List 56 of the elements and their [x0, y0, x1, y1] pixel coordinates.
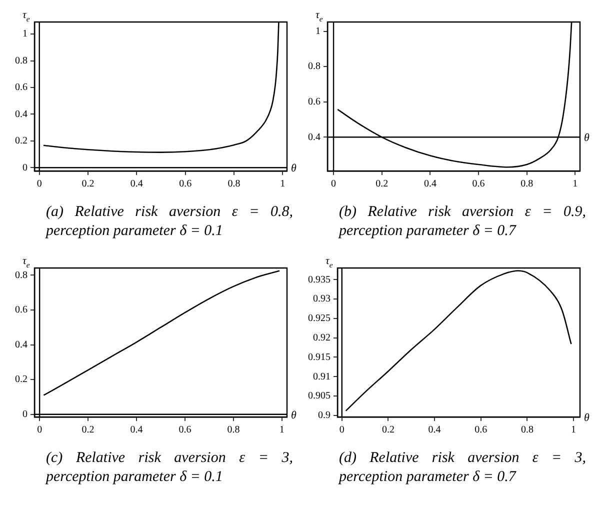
x-tick-label: 1	[279, 424, 284, 436]
x-tick-label: 0.2	[82, 424, 94, 436]
y-tick-label: 0	[22, 409, 28, 420]
x-tick-label: 0	[37, 424, 42, 436]
x-tick-label: 0.4	[424, 178, 436, 190]
y-tick-label: 0.93	[313, 294, 330, 305]
y-tick-label: 0.2	[15, 136, 28, 147]
x-axis-title: θ	[291, 409, 297, 422]
y-tick-label: 0.8	[308, 61, 320, 72]
x-tick-label: 0.8	[520, 424, 534, 436]
x-tick-label: 1	[280, 178, 286, 190]
text: (d) Relative risk aversion ε = 3, perception parameter δ = 0.7	[337, 449, 587, 487]
y-tick-label: 0.8	[15, 55, 28, 66]
x-axis-title: θ	[584, 412, 590, 424]
y-tick-label: 1	[316, 26, 320, 37]
line-series	[345, 270, 572, 412]
x-tick-label: 0.8	[227, 424, 240, 436]
y-tick-label: 0.8	[15, 270, 28, 281]
x-tick-label: 0.4	[130, 424, 143, 436]
x-tick-label: 0.8	[520, 178, 534, 190]
y-tick-label: 0.92	[313, 332, 330, 344]
y-tick-label: 1	[22, 28, 28, 40]
x-tick-label: 1	[572, 178, 578, 190]
y-tick-label: 0.4	[308, 132, 320, 143]
x-axis-title: θ	[291, 162, 297, 175]
x-tick-label: 0.4	[130, 178, 143, 190]
y-tick-label: 0.6	[15, 304, 28, 316]
y-tick-label: 0.915	[308, 352, 330, 363]
y-tick-label: 0.4	[15, 339, 28, 350]
y-tick-label: 0.91	[313, 371, 330, 382]
text: (c) Relative risk aversion ε = 3, perception parameter δ = 0.1	[44, 449, 294, 487]
y-tick-label: 0.935	[308, 274, 330, 286]
x-tick-label: 0.6	[178, 424, 192, 436]
text: (b) Relative risk aversion ε = 0.9, perception parameter δ = 0.7	[337, 203, 587, 241]
y-tick-label: 0.905	[308, 390, 330, 402]
x-tick-label: 0	[339, 424, 344, 436]
x-tick-label: 0.6	[179, 178, 192, 190]
x-tick-label: 0.2	[82, 178, 94, 190]
x-tick-label: 0.8	[228, 178, 240, 190]
x-tick-label: 1	[571, 424, 576, 436]
x-tick-label: 0	[36, 178, 42, 190]
x-tick-label: 0.4	[428, 424, 441, 436]
y-tick-label: 0.4	[15, 108, 28, 120]
x-tick-label: 0.6	[472, 178, 485, 190]
y-tick-label: 0.925	[308, 313, 330, 324]
x-tick-label: 0.2	[382, 424, 394, 436]
x-axis-title: θ	[584, 132, 590, 144]
y-tick-label: 0.6	[15, 82, 28, 94]
y-tick-label: 0.2	[15, 374, 28, 386]
y-tick-label: 0.9	[318, 410, 330, 422]
x-tick-label: 0.6	[474, 424, 488, 436]
x-tick-label: 0.2	[376, 178, 388, 190]
y-tick-label: 0	[22, 162, 28, 174]
line-series	[43, 270, 280, 396]
text: (a) Relative risk aversion ε = 0.8, perception parameter δ = 0.1	[44, 203, 294, 241]
y-tick-label: 0.6	[308, 96, 320, 108]
